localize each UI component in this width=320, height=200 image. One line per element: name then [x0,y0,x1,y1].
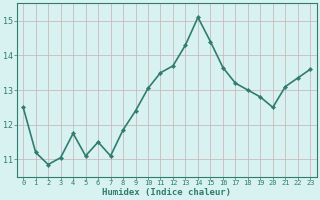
X-axis label: Humidex (Indice chaleur): Humidex (Indice chaleur) [102,188,231,197]
